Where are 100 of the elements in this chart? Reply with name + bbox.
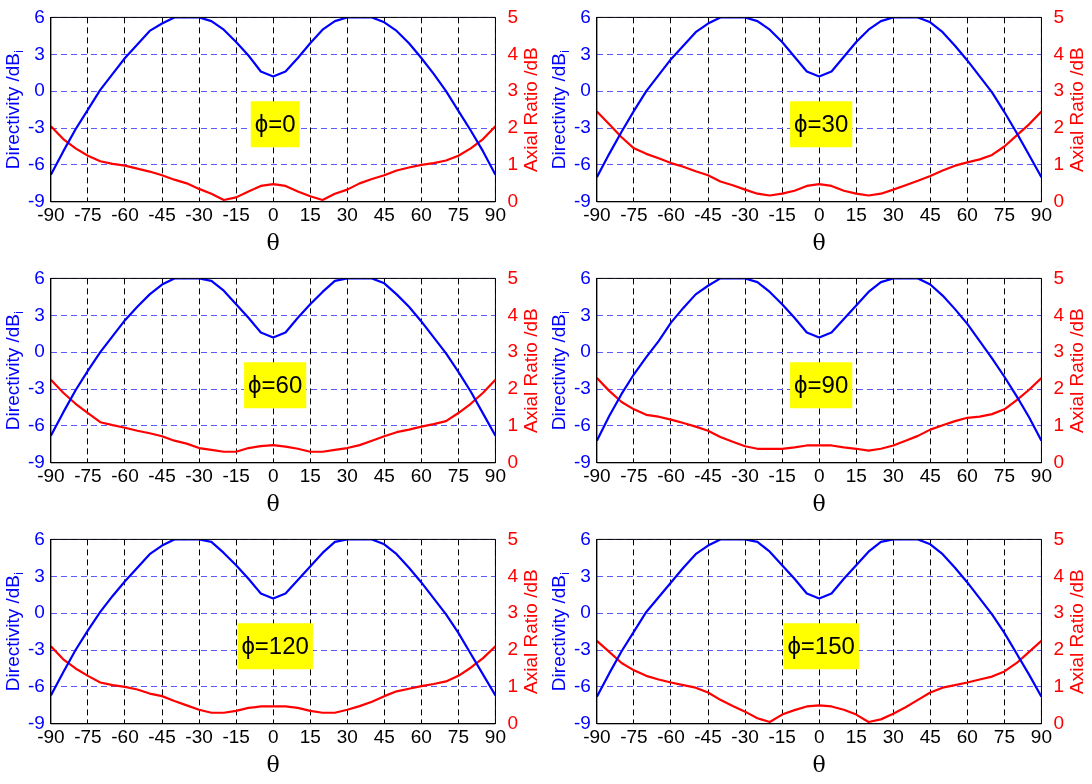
y-tick-label: 0 xyxy=(34,601,45,623)
x-tick-label: 60 xyxy=(410,204,432,226)
y2-tick-label: 1 xyxy=(1053,675,1065,697)
x-axis-title: θ xyxy=(812,490,826,516)
y2-axis-title: Axial Ratio /dB xyxy=(520,308,542,433)
y-tick-label: 6 xyxy=(580,266,591,288)
x-tick-label: 60 xyxy=(410,465,432,487)
x-tick-label: 90 xyxy=(1030,204,1052,226)
x-tick-label: -75 xyxy=(620,726,648,748)
y2-tick-label: 3 xyxy=(1053,79,1065,101)
x-tick-label: -75 xyxy=(620,465,648,487)
y2-axis-title: Axial Ratio /dB xyxy=(1066,569,1088,694)
y2-tick-label: 1 xyxy=(507,153,519,175)
annotation: ϕ=30 xyxy=(794,109,849,137)
y-axis-title: Directivity /dBi xyxy=(2,50,27,170)
x-tick-label: 75 xyxy=(447,204,469,226)
y-tick-label: 3 xyxy=(580,42,591,64)
y2-tick-label: 5 xyxy=(507,527,519,549)
x-tick-label: -30 xyxy=(731,726,759,748)
y-tick-label: 3 xyxy=(34,303,45,325)
y2-tick-label: 5 xyxy=(1053,266,1065,288)
y-tick-label: -3 xyxy=(573,377,591,399)
y-tick-label: 6 xyxy=(580,5,591,27)
x-tick-label: 90 xyxy=(484,465,506,487)
x-tick-label: 30 xyxy=(336,465,358,487)
x-tick-label: -30 xyxy=(731,465,759,487)
x-tick-label: 90 xyxy=(484,726,506,748)
y-tick-label: 3 xyxy=(34,564,45,586)
x-axis-title: θ xyxy=(812,751,826,777)
x-tick-label: 15 xyxy=(299,204,321,226)
x-tick-label: 75 xyxy=(993,204,1015,226)
x-tick-label: 90 xyxy=(1030,465,1052,487)
x-tick-label: 75 xyxy=(993,465,1015,487)
x-tick-label: 30 xyxy=(882,726,904,748)
y-tick-label: 6 xyxy=(34,5,45,27)
annotation: ϕ=60 xyxy=(248,370,303,398)
y2-tick-label: 2 xyxy=(507,116,519,138)
y-tick-label: -3 xyxy=(573,116,591,138)
x-tick-label: 0 xyxy=(267,465,279,487)
x-tick-label: 75 xyxy=(447,726,469,748)
x-tick-label: -75 xyxy=(74,465,102,487)
y-tick-label: 0 xyxy=(34,79,45,101)
x-tick-label: 90 xyxy=(484,204,506,226)
x-tick-label: -75 xyxy=(74,204,102,226)
y-tick-label: -3 xyxy=(573,638,591,660)
x-tick-label: 30 xyxy=(882,465,904,487)
x-tick-label: 60 xyxy=(956,465,978,487)
y2-tick-label: 1 xyxy=(1053,414,1065,436)
x-tick-label: -15 xyxy=(222,465,250,487)
x-tick-label: -45 xyxy=(148,204,176,226)
y2-tick-label: 4 xyxy=(507,42,519,64)
x-tick-label: -75 xyxy=(620,204,648,226)
y2-tick-label: 3 xyxy=(507,340,519,362)
y-tick-label: 0 xyxy=(580,601,591,623)
x-tick-label: -30 xyxy=(731,204,759,226)
x-axis-title: θ xyxy=(266,229,280,255)
x-tick-label: -15 xyxy=(768,726,796,748)
y2-tick-label: 4 xyxy=(507,303,519,325)
x-axis-title: θ xyxy=(266,751,280,777)
y-tick-label: -6 xyxy=(573,153,591,175)
x-tick-label: 0 xyxy=(267,726,279,748)
x-tick-label: 0 xyxy=(813,204,825,226)
y2-tick-label: 2 xyxy=(1053,377,1065,399)
x-tick-label: 45 xyxy=(373,465,395,487)
y-tick-label: -6 xyxy=(27,414,45,436)
x-tick-label: 45 xyxy=(919,204,941,226)
y-tick-label: 6 xyxy=(580,527,591,549)
x-tick-label: -45 xyxy=(694,465,722,487)
y2-axis-title: Axial Ratio /dB xyxy=(520,47,542,172)
x-tick-label: -60 xyxy=(657,465,685,487)
x-tick-label: -30 xyxy=(185,726,213,748)
x-tick-label: 75 xyxy=(447,465,469,487)
x-tick-label: 15 xyxy=(845,204,867,226)
y2-tick-label: 4 xyxy=(1053,303,1065,325)
x-tick-label: 45 xyxy=(919,465,941,487)
y-tick-label: 6 xyxy=(34,527,45,549)
y2-tick-label: 1 xyxy=(507,675,519,697)
y2-tick-label: 0 xyxy=(1053,712,1065,734)
y-tick-label: -3 xyxy=(27,377,45,399)
y2-tick-label: 0 xyxy=(507,451,519,473)
x-tick-label: -30 xyxy=(185,204,213,226)
y-axis-title: Directivity /dBi xyxy=(2,311,27,431)
x-tick-label: 0 xyxy=(267,204,279,226)
y2-tick-label: 0 xyxy=(507,190,519,212)
y-tick-label: 0 xyxy=(580,79,591,101)
y-tick-label: 3 xyxy=(34,42,45,64)
x-tick-label: 15 xyxy=(845,726,867,748)
y2-tick-label: 2 xyxy=(1053,638,1065,660)
x-tick-label: -30 xyxy=(185,465,213,487)
x-tick-label: -60 xyxy=(111,726,139,748)
annotation: ϕ=150 xyxy=(787,631,855,659)
x-tick-label: 45 xyxy=(373,204,395,226)
x-tick-label: 30 xyxy=(882,204,904,226)
y-tick-label: -6 xyxy=(573,414,591,436)
x-tick-label: 15 xyxy=(299,726,321,748)
x-tick-label: 45 xyxy=(919,726,941,748)
y2-tick-label: 3 xyxy=(507,601,519,623)
y2-tick-label: 5 xyxy=(507,266,519,288)
x-tick-label: -45 xyxy=(148,726,176,748)
y-axis-title: Directivity /dBi xyxy=(2,572,27,692)
